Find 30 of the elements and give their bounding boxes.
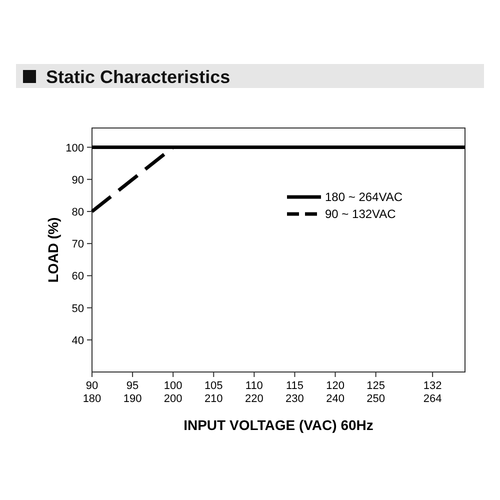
x-tick-label: 115	[286, 380, 304, 392]
x2-tick-label: 250	[366, 393, 385, 405]
x2-tick-label: 230	[286, 393, 304, 405]
x-tick-label: 95	[126, 380, 139, 392]
x2-tick-label: 200	[164, 393, 182, 405]
x-tick-label: 110	[245, 380, 263, 392]
x2-tick-label: 190	[123, 393, 142, 405]
x-tick-label: 132	[423, 380, 442, 392]
legend-label: 90 ~ 132VAC	[325, 207, 396, 221]
y-tick-label: 40	[72, 334, 84, 347]
x2-tick-label: 264	[423, 393, 442, 405]
x-tick-label: 100	[164, 380, 182, 392]
y-tick-label: 70	[72, 238, 84, 251]
x-tick-label: 90	[86, 380, 98, 392]
x2-tick-label: 210	[204, 393, 223, 405]
y-tick-label: 50	[72, 302, 84, 315]
x2-tick-label: 220	[244, 393, 264, 405]
chart-title: Static Characteristics	[46, 67, 230, 87]
y-tick-label: 60	[72, 270, 84, 283]
y-tick-label: 100	[66, 142, 84, 154]
x-tick-label: 105	[204, 380, 223, 392]
x-tick-label: 120	[326, 380, 344, 392]
y-tick-label: 80	[72, 206, 84, 218]
x2-tick-label: 240	[326, 393, 344, 405]
legend-label: 180 ~ 264VAC	[325, 190, 403, 204]
y-axis-title: LOAD (%)	[45, 217, 61, 283]
x2-tick-label: 180	[82, 393, 102, 405]
x-tick-label: 125	[366, 380, 385, 392]
y-tick-label: 90	[72, 174, 84, 186]
x-axis-title: INPUT VOLTAGE (VAC) 60Hz	[184, 417, 374, 433]
